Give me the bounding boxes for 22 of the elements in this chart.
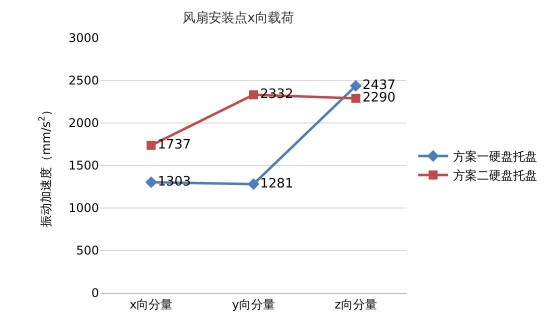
y-tick-label: 2000 (68, 116, 99, 130)
y-tick-label: 1000 (68, 201, 99, 216)
data-label: 1281 (260, 176, 294, 192)
y-tick-label: 1500 (68, 158, 99, 173)
point (248, 178, 260, 190)
point (146, 140, 156, 150)
x-tick-label: z向分量 (334, 297, 377, 312)
x-tick-label: y向分量 (232, 297, 276, 312)
chart-title: 风扇安装点x向载荷 (182, 10, 294, 26)
point (350, 80, 362, 92)
point (249, 90, 258, 100)
data-label: 2290 (362, 90, 396, 106)
legend-label: 方案一硬盘托盘 (453, 150, 538, 164)
y-tick-label: 3000 (68, 31, 99, 46)
point (351, 94, 360, 103)
y-tick-label: 0 (91, 286, 99, 300)
y-tick-label: 500 (76, 244, 99, 258)
y-tick-label: 2500 (68, 74, 99, 88)
legend-label: 方案二硬盘托盘 (453, 168, 538, 183)
x-tick-label: x向分量 (130, 297, 173, 312)
data-label: 1737 (158, 138, 191, 153)
point (145, 176, 158, 188)
